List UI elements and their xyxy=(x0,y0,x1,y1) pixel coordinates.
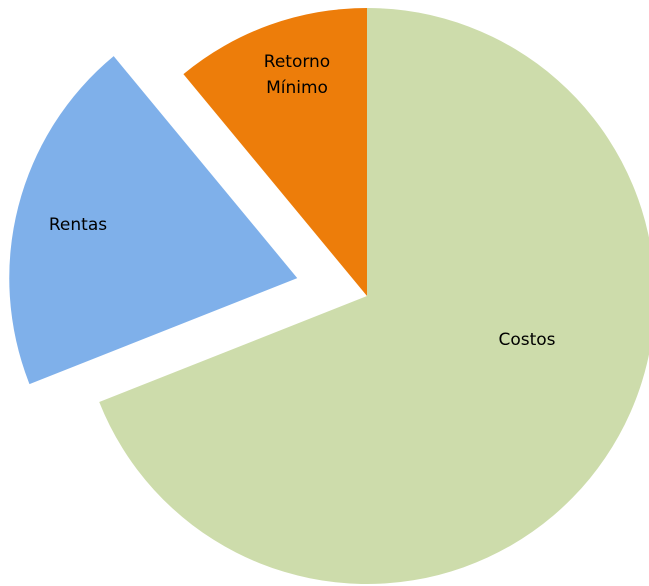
pie-slice xyxy=(183,8,367,296)
slice-label: Retorno Mínimo xyxy=(264,52,330,98)
slice-label: Costos xyxy=(498,330,555,350)
labels: Costos Rentas Retorno Mínimo xyxy=(49,52,556,350)
pie-slice xyxy=(99,8,649,584)
slice-label: Rentas xyxy=(49,215,107,235)
pie-slice xyxy=(9,56,298,385)
slices xyxy=(9,8,649,584)
